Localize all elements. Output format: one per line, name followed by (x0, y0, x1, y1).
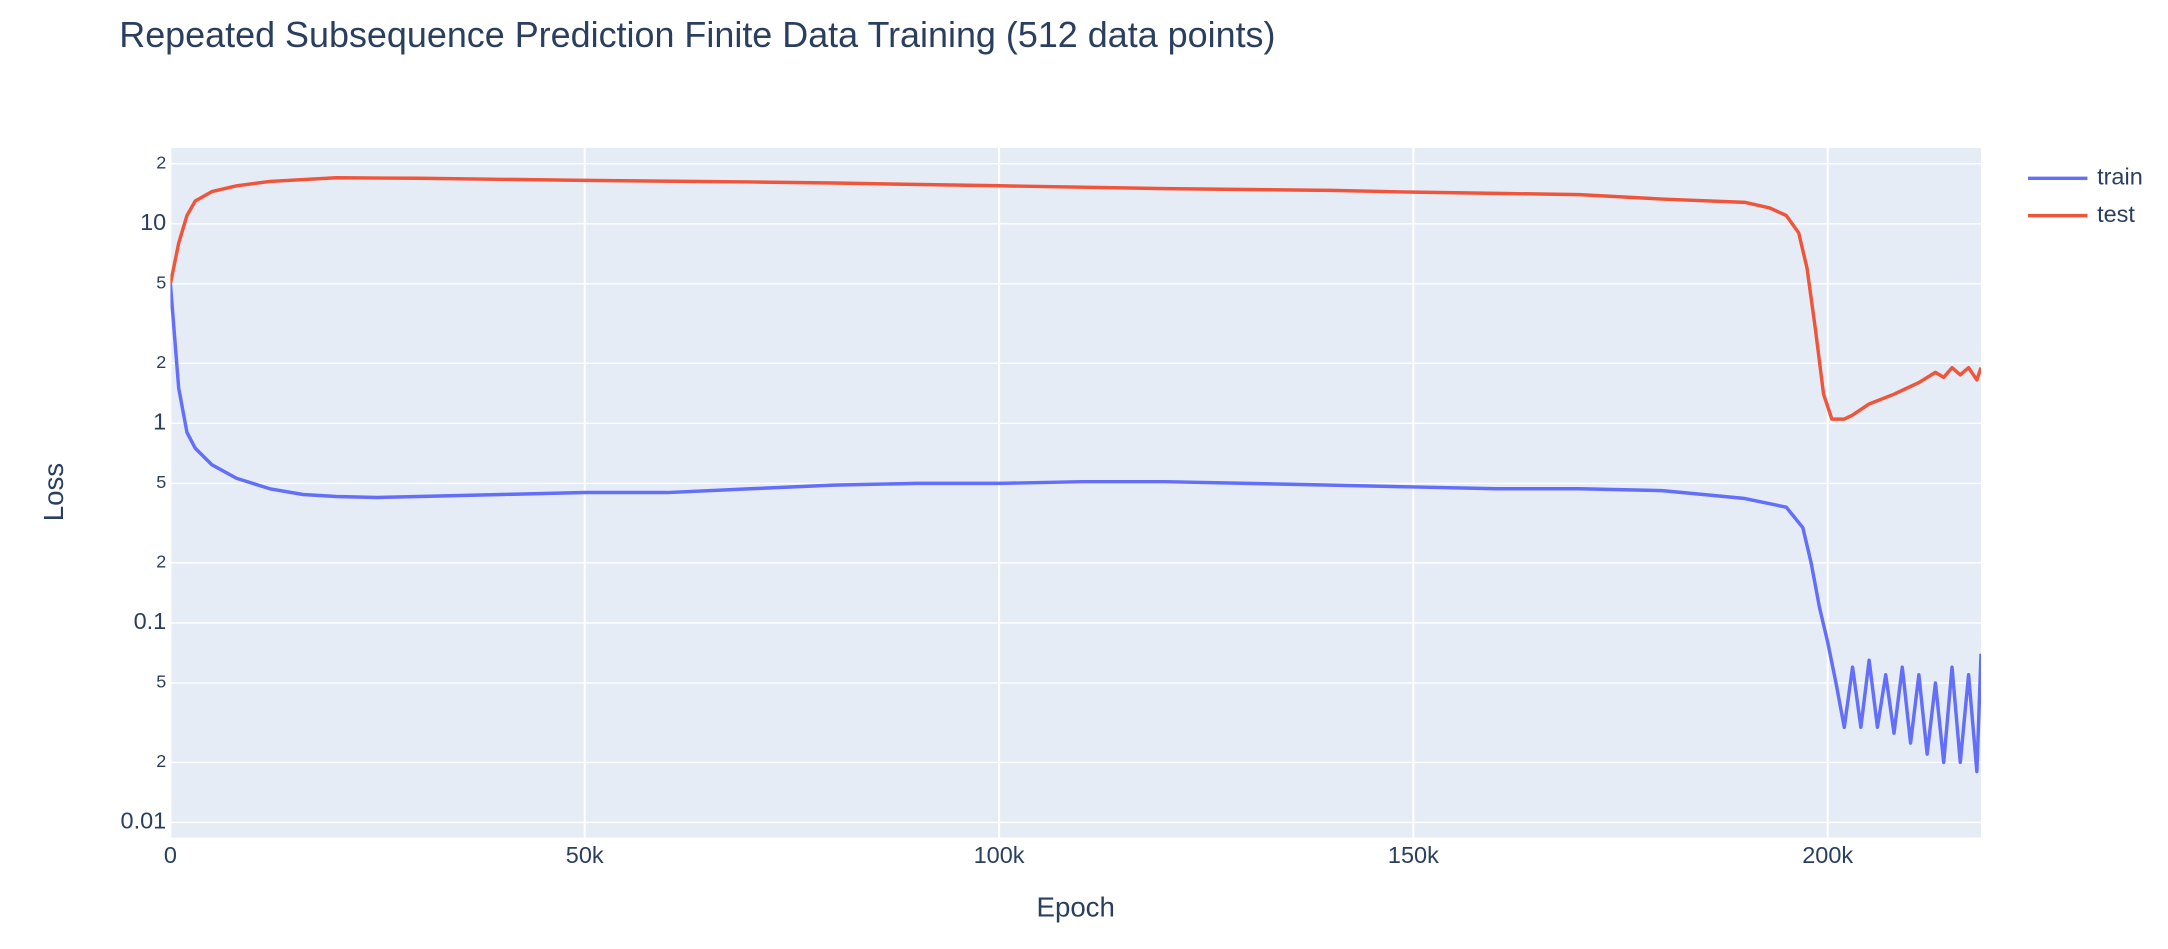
x-tick-label: 0 (164, 842, 177, 868)
x-tick-label: 150k (1388, 842, 1439, 868)
y-tick-label: 0.1 (134, 608, 167, 634)
line-series (170, 176, 1982, 421)
line-series (170, 283, 1982, 774)
x-tick-label: 100k (974, 842, 1025, 868)
y-axis-title: Loss (38, 463, 69, 521)
chart-title: Repeated Subsequence Prediction Finite D… (119, 14, 1275, 55)
y-tick-label: 1 (153, 409, 166, 435)
x-tick-label: 200k (1802, 842, 1853, 868)
y-tick-label: 2 (156, 751, 166, 771)
y-tick-label: 10 (140, 209, 166, 235)
legend-label: train (2097, 163, 2143, 189)
x-axis-title: Epoch (1037, 892, 1115, 923)
y-tick-label: 2 (156, 352, 166, 372)
y-tick-label: 2 (156, 552, 166, 572)
y-tick-label: 5 (156, 672, 166, 692)
x-tick-label: 50k (566, 842, 604, 868)
y-tick-label: 2 (156, 152, 166, 172)
y-tick-label: 5 (156, 273, 166, 293)
y-tick-label: 0.01 (121, 808, 167, 834)
plot-area (170, 147, 1982, 838)
legend-label: test (2097, 201, 2135, 227)
y-tick-label: 5 (156, 472, 166, 492)
